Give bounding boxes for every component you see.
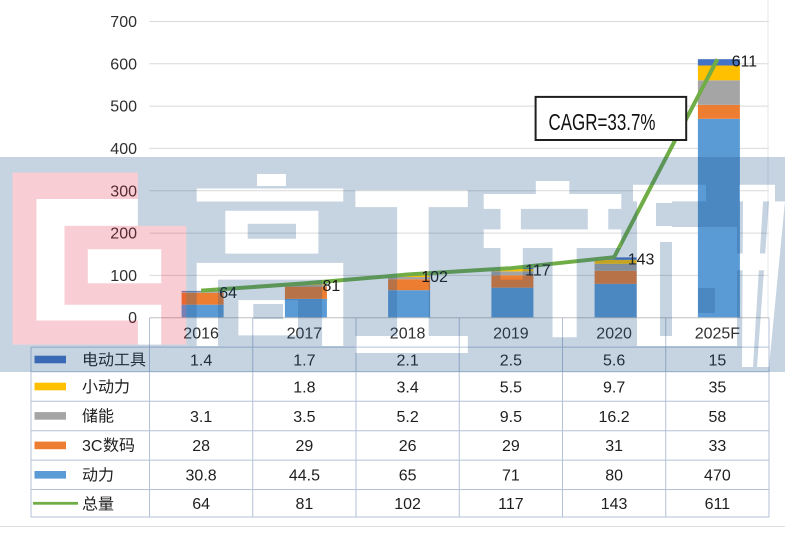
svg-text:16.2: 16.2 — [599, 409, 630, 426]
svg-text:2016: 2016 — [183, 326, 219, 343]
svg-text:15: 15 — [709, 352, 727, 369]
svg-text:117: 117 — [498, 496, 524, 513]
svg-text:2.1: 2.1 — [396, 352, 418, 369]
svg-text:102: 102 — [394, 496, 421, 513]
svg-text:2018: 2018 — [390, 326, 426, 343]
svg-text:0: 0 — [128, 310, 137, 327]
svg-text:26: 26 — [399, 438, 417, 455]
svg-text:29: 29 — [296, 438, 314, 455]
svg-text:500: 500 — [110, 99, 137, 116]
svg-text:611: 611 — [732, 54, 758, 71]
svg-text:64: 64 — [192, 496, 210, 513]
svg-text:35: 35 — [709, 379, 727, 396]
svg-text:65: 65 — [399, 468, 417, 485]
svg-text:29: 29 — [502, 438, 520, 455]
svg-text:1.4: 1.4 — [190, 352, 212, 369]
svg-text:5.6: 5.6 — [603, 352, 625, 369]
svg-text:2025F: 2025F — [695, 326, 741, 343]
svg-text:CAGR=33.7%: CAGR=33.7% — [549, 109, 656, 135]
svg-text:71: 71 — [502, 468, 520, 485]
svg-text:30.8: 30.8 — [186, 468, 217, 485]
svg-text:2020: 2020 — [596, 326, 632, 343]
svg-text:102: 102 — [421, 269, 448, 286]
svg-text:700: 700 — [110, 14, 137, 31]
svg-text:2019: 2019 — [493, 326, 529, 343]
svg-text:3C: 3C — [82, 438, 102, 455]
svg-text:1.7: 1.7 — [293, 352, 315, 369]
svg-text:3.4: 3.4 — [396, 379, 418, 396]
svg-text:600: 600 — [110, 56, 137, 73]
svg-text:28: 28 — [192, 438, 210, 455]
svg-text:143: 143 — [628, 252, 655, 269]
svg-text:5.5: 5.5 — [500, 379, 522, 396]
svg-text:64: 64 — [219, 285, 237, 302]
svg-text:2017: 2017 — [287, 326, 323, 343]
svg-text:44.5: 44.5 — [289, 468, 320, 485]
svg-text:33: 33 — [709, 438, 727, 455]
svg-text:400: 400 — [110, 141, 137, 158]
svg-text:100: 100 — [110, 268, 137, 285]
svg-text:9.5: 9.5 — [500, 409, 522, 426]
svg-text:81: 81 — [296, 496, 314, 513]
svg-text:1.8: 1.8 — [293, 379, 315, 396]
svg-text:117: 117 — [525, 263, 551, 280]
svg-text:2.5: 2.5 — [500, 352, 522, 369]
svg-text:5.2: 5.2 — [396, 409, 418, 426]
svg-text:3.5: 3.5 — [293, 409, 315, 426]
svg-text:611: 611 — [705, 496, 731, 513]
svg-text:143: 143 — [601, 496, 628, 513]
svg-text:9.7: 9.7 — [603, 379, 625, 396]
svg-text:80: 80 — [605, 468, 623, 485]
svg-text:3.1: 3.1 — [190, 409, 212, 426]
svg-text:58: 58 — [709, 409, 727, 426]
svg-text:470: 470 — [704, 468, 731, 485]
svg-text:31: 31 — [605, 438, 623, 455]
svg-text:81: 81 — [323, 278, 341, 295]
